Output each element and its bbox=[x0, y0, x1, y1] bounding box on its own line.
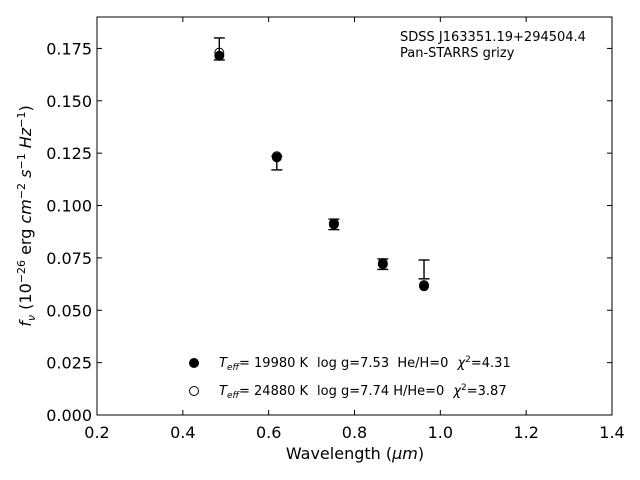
model-point-open bbox=[271, 151, 282, 162]
annotation-object-name: SDSS J163351.19+294504.4 bbox=[400, 30, 586, 45]
legend-marker-open bbox=[189, 386, 199, 396]
data-marks bbox=[213, 37, 430, 292]
model-point-open bbox=[377, 258, 388, 269]
legend-chi-open: =3.87 bbox=[467, 384, 507, 399]
legend-params-filled: log g=7.53 He/H=0 bbox=[317, 356, 448, 371]
x-tick-label: 1.2 bbox=[513, 423, 538, 442]
x-tick-label: 1.0 bbox=[428, 423, 453, 442]
y-tick-label: 0.025 bbox=[46, 354, 92, 373]
model-point-open bbox=[419, 280, 430, 291]
x-axis-ticks: 0.2 0.4 0.6 0.8 1.0 1.2 1.4 bbox=[84, 17, 625, 442]
x-axis-label: Wavelength (μm) bbox=[286, 444, 424, 463]
model-point-open bbox=[328, 218, 339, 229]
y-tick-label: 0.150 bbox=[46, 92, 92, 111]
annotation-survey-name: Pan-STARRS grizy bbox=[400, 46, 515, 61]
y-tick-label: 0.075 bbox=[46, 249, 92, 268]
model-point-open bbox=[214, 47, 225, 58]
model-point-filled bbox=[214, 50, 225, 61]
x-tick-label: 0.6 bbox=[256, 423, 281, 442]
x-tick-label: 0.2 bbox=[84, 423, 109, 442]
y-tick-label: 0.000 bbox=[46, 406, 92, 425]
y-tick-label: 0.050 bbox=[46, 301, 92, 320]
plot-frame bbox=[96, 16, 613, 416]
y-axis-ticks: 0.000 0.025 0.050 0.075 0.100 0.125 0.150 0.175 bbox=[46, 39, 612, 425]
legend-params-open: log g=7.74 H/He=0 bbox=[317, 384, 444, 399]
legend-teff-filled: = 19980 K bbox=[239, 356, 309, 371]
legend-marker-filled bbox=[189, 358, 199, 368]
x-tick-label: 0.8 bbox=[342, 423, 367, 442]
legend-teff-open: = 24880 K bbox=[239, 384, 309, 399]
legend-chi-filled: =4.31 bbox=[471, 356, 511, 371]
y-tick-label: 0.125 bbox=[46, 144, 92, 163]
y-tick-label: 0.175 bbox=[46, 39, 92, 58]
y-tick-label: 0.100 bbox=[46, 197, 92, 216]
x-tick-label: 0.4 bbox=[170, 423, 195, 442]
y-axis-label: fν (10−26 erg cm−2 s−1 Hz−1) bbox=[15, 105, 38, 326]
x-tick-label: 1.4 bbox=[599, 423, 624, 442]
